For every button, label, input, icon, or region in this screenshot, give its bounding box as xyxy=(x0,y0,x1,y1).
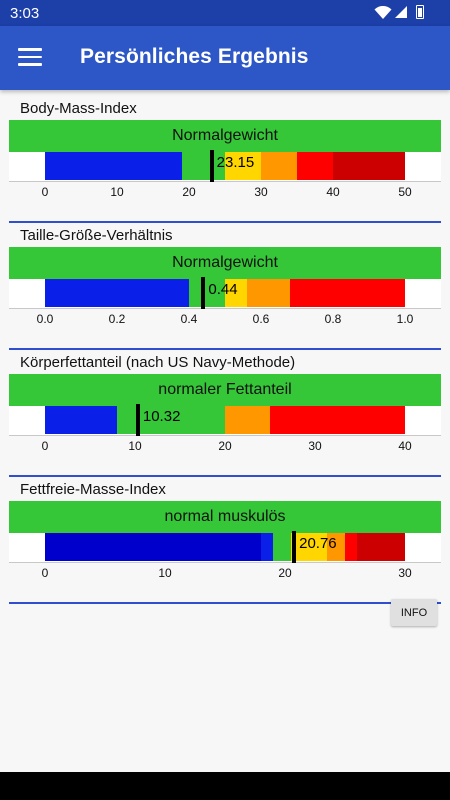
tick-label: 0 xyxy=(41,439,49,453)
result-section: Body-Mass-Index Normalgewicht 23.15 0 10 2… xyxy=(0,100,450,227)
value-marker xyxy=(201,277,206,309)
navigation-bar xyxy=(0,772,450,800)
scale-segment xyxy=(246,279,290,307)
value-label: 0.44 xyxy=(208,281,238,298)
section-title: Fettfreie-Masse-Index xyxy=(20,481,166,498)
tick-label: 0 xyxy=(41,566,49,580)
scale-segment xyxy=(225,406,270,434)
scale-bar: 23.15 xyxy=(9,150,441,182)
scale-segment xyxy=(261,533,273,561)
scale-segment xyxy=(117,406,138,434)
tick-label: 0 xyxy=(41,185,49,199)
section-divider xyxy=(9,475,441,477)
status-bar: 3:03 xyxy=(0,0,450,26)
scale-segment xyxy=(273,533,291,561)
tick-label: 20 xyxy=(182,185,196,199)
scale-bar: 20.76 xyxy=(9,531,441,563)
app-bar: Persönliches Ergebnis xyxy=(0,26,450,90)
result-section: Körperfettanteil (nach US Navy-Methode) … xyxy=(0,354,450,481)
scale-segment xyxy=(291,533,327,561)
scale-segment xyxy=(297,152,333,180)
hamburger-menu-icon[interactable] xyxy=(18,48,42,68)
tick-label: 30 xyxy=(254,185,268,199)
scale-segment xyxy=(345,533,357,561)
scale-bar: 0.44 xyxy=(9,277,441,309)
scale-segment xyxy=(357,533,405,561)
signal-icon xyxy=(395,6,407,18)
result-section: Fettfreie-Masse-Index normal muskulös 20… xyxy=(0,481,450,608)
tick-label: 40 xyxy=(398,439,412,453)
tick-label: 50 xyxy=(398,185,412,199)
value-label: 20.76 xyxy=(299,535,337,552)
scale-segment xyxy=(45,152,182,180)
section-divider xyxy=(9,348,441,350)
app-title: Persönliches Ergebnis xyxy=(80,45,309,68)
value-label: 10.32 xyxy=(142,408,181,425)
scale-segment xyxy=(45,533,261,561)
scale-segment xyxy=(45,406,117,434)
info-button[interactable]: INFO xyxy=(391,599,437,626)
tick-label: 1.0 xyxy=(396,312,414,326)
value-label: 23.15 xyxy=(216,154,255,171)
category-badge: normaler Fettanteil xyxy=(9,374,441,406)
tick-label: 0.2 xyxy=(108,312,126,326)
scale-segment xyxy=(225,279,247,307)
tick-label: 30 xyxy=(308,439,322,453)
tick-label: 40 xyxy=(326,185,340,199)
section-title: Taille-Größe-Verhältnis xyxy=(20,227,173,244)
scale-segment xyxy=(137,406,225,434)
tick-label: 0.4 xyxy=(180,312,198,326)
tick-label: 30 xyxy=(398,566,412,580)
scale-segment xyxy=(181,152,225,180)
section-title: Körperfettanteil (nach US Navy-Methode) xyxy=(20,354,296,371)
scale-segment xyxy=(333,152,405,180)
scale-segment xyxy=(289,279,405,307)
tick-label: 0.8 xyxy=(324,312,342,326)
scale-segment xyxy=(270,406,405,434)
category-badge: Normalgewicht xyxy=(9,247,441,279)
tick-label: 10 xyxy=(158,566,172,580)
category-badge: Normalgewicht xyxy=(9,120,441,152)
result-section: Taille-Größe-Verhältnis Normalgewicht 0.… xyxy=(0,227,450,354)
wifi-icon xyxy=(374,6,392,19)
scale-segment xyxy=(45,279,189,307)
scale-segment xyxy=(225,152,261,180)
value-marker xyxy=(135,404,140,436)
value-marker xyxy=(209,150,214,182)
scale-segment xyxy=(327,533,345,561)
section-divider xyxy=(9,602,441,604)
scale-segment xyxy=(261,152,297,180)
status-time: 3:03 xyxy=(10,5,40,22)
tick-label: 0.6 xyxy=(252,312,270,326)
tick-label: 20 xyxy=(218,439,232,453)
tick-label: 20 xyxy=(278,566,292,580)
section-title: Body-Mass-Index xyxy=(20,100,137,117)
tick-label: 0.0 xyxy=(36,312,54,326)
value-marker xyxy=(292,531,297,563)
section-divider xyxy=(9,221,441,223)
tick-label: 10 xyxy=(128,439,142,453)
scale-bar: 10.32 xyxy=(9,404,441,436)
scale-segment xyxy=(189,279,225,307)
category-badge: normal muskulös xyxy=(9,501,441,533)
battery-icon xyxy=(416,5,424,19)
tick-label: 10 xyxy=(110,185,124,199)
